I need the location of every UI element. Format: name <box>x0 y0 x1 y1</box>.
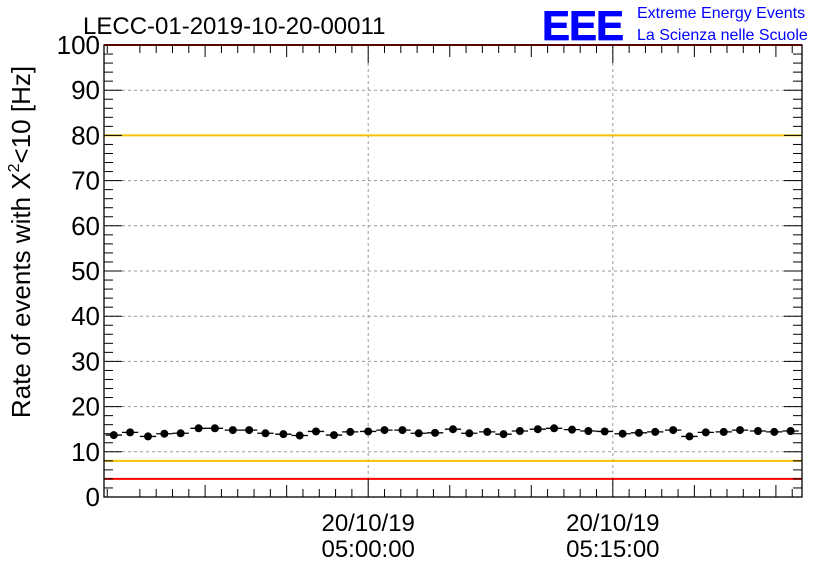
data-point <box>176 429 185 438</box>
data-point <box>685 432 694 441</box>
data-point <box>465 429 474 438</box>
data-point <box>550 424 559 433</box>
y-axis-label-superscript: 2 <box>6 163 23 172</box>
data-point <box>160 429 169 438</box>
data-point <box>364 427 373 436</box>
data-point <box>736 426 745 435</box>
data-point <box>499 430 508 439</box>
y-tick-labels: 0 10 20 30 40 50 60 70 80 90 100 <box>57 30 100 512</box>
y-tick-label: 20 <box>71 392 100 422</box>
data-point <box>634 428 643 437</box>
data-point <box>109 431 118 440</box>
y-tick-label: 80 <box>71 120 100 150</box>
chart-title: LECC-01-2019-10-20-00011 <box>83 13 385 40</box>
data-point <box>786 427 795 436</box>
data-point <box>533 425 542 434</box>
reference-lines <box>104 44 802 480</box>
data-point <box>669 426 678 435</box>
data-point <box>584 427 593 436</box>
data-point <box>431 428 440 437</box>
data-point <box>312 427 321 436</box>
y-axis-label-tail: <10 [Hz] <box>6 66 36 164</box>
y-tick-label: 60 <box>71 211 100 241</box>
x-tick-label-date: 20/10/19 <box>566 510 659 537</box>
eee-logo: EEE Extreme Energy Events La Scienza nel… <box>542 2 808 50</box>
data-point <box>600 427 609 436</box>
tick-marks <box>104 44 802 498</box>
data-point <box>618 429 627 438</box>
logo-line2: La Scienza nelle Scuole <box>637 27 808 44</box>
data-point <box>483 427 492 436</box>
x-tick-label-time: 05:00:00 <box>321 536 414 563</box>
logo-mark: EEE <box>542 2 623 49</box>
data-series <box>105 424 799 441</box>
y-tick-label: 30 <box>71 346 100 376</box>
y-tick-label: 10 <box>71 437 100 467</box>
logo-line1: Extreme Energy Events <box>637 5 805 22</box>
y-tick-label: 0 <box>86 482 100 512</box>
data-point <box>770 427 779 436</box>
data-point <box>295 431 304 440</box>
data-point <box>261 429 270 438</box>
data-point <box>194 424 203 433</box>
data-point <box>279 430 288 439</box>
data-point <box>245 426 254 435</box>
y-tick-label: 50 <box>71 256 100 286</box>
data-point <box>210 424 219 433</box>
data-point <box>568 425 577 434</box>
data-point <box>398 426 407 435</box>
data-point <box>380 426 389 435</box>
data-point <box>126 428 135 437</box>
data-point <box>346 427 355 436</box>
data-point <box>701 428 710 437</box>
y-axis-label: Rate of events with X2<10 [Hz] <box>6 66 36 418</box>
data-point <box>144 432 153 441</box>
y-tick-label: 40 <box>71 301 100 331</box>
data-point <box>414 429 423 438</box>
y-axis-label-main: Rate of events with X <box>6 172 36 418</box>
x-tick-label-time: 05:15:00 <box>566 536 659 563</box>
data-point <box>228 426 237 435</box>
data-point <box>329 431 338 440</box>
x-tick-label-date: 20/10/19 <box>321 510 414 537</box>
data-point <box>515 427 524 436</box>
data-point <box>449 425 457 434</box>
data-point <box>753 427 762 436</box>
y-tick-label: 90 <box>71 75 100 105</box>
y-tick-label: 100 <box>57 30 100 60</box>
y-tick-label: 70 <box>71 166 100 196</box>
data-point <box>651 427 660 436</box>
data-point <box>719 427 728 436</box>
